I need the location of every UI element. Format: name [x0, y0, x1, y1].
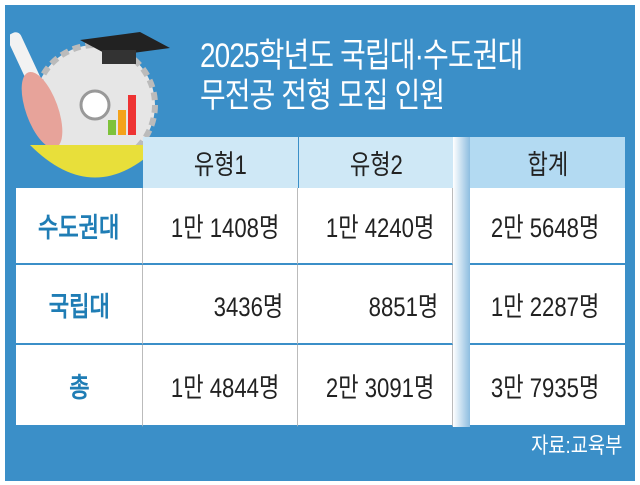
table-cell: 3만 7935명	[470, 345, 625, 427]
row-label: 국립대	[16, 265, 143, 345]
table-cell: 2만 3091명	[298, 345, 453, 427]
column-shadow	[453, 137, 470, 427]
table-cell: 2만 5648명	[470, 188, 625, 265]
table-cell: 1만 2287명	[470, 265, 625, 345]
row-label: 수도권대	[16, 188, 143, 265]
rocket-icon	[21, 72, 63, 148]
table-cell: 1만 1408명	[143, 188, 298, 265]
title-line-1: 2025학년도 국립대·수도권대	[200, 37, 523, 75]
table-cell: 3436명	[143, 265, 298, 345]
education-illustration	[10, 32, 170, 178]
source-note: 자료:교육부	[530, 433, 622, 458]
column-header: 유형1	[143, 137, 298, 188]
column-header: 합계	[470, 137, 625, 188]
table-cell: 8851명	[298, 265, 453, 345]
row-label: 총	[16, 345, 143, 427]
table-cell: 1만 4844명	[143, 345, 298, 427]
table-cell: 1만 4240명	[298, 188, 453, 265]
column-header: 유형2	[298, 137, 453, 188]
title-line-2: 무전공 전형 모집 인원	[200, 77, 445, 115]
bowl-icon	[30, 145, 160, 178]
